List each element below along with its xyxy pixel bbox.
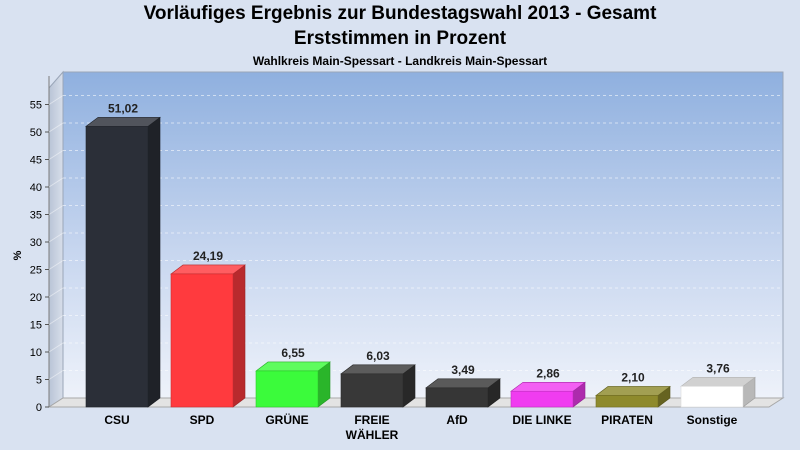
chart-title-line2: Erststimmen in Prozent	[293, 28, 507, 49]
x-tick-label: SPD	[190, 413, 215, 427]
x-tick-label: DIE LINKE	[512, 413, 571, 427]
bar-front-face	[680, 386, 744, 408]
bar-front-face	[595, 395, 659, 408]
data-label: 2,86	[536, 366, 560, 380]
bar	[510, 381, 586, 408]
y-tick-label: 30	[30, 237, 42, 249]
data-label: 6,55	[281, 346, 305, 360]
data-label: 51,02	[108, 101, 138, 115]
data-label: 3,76	[706, 361, 730, 375]
gridline-side	[48, 370, 64, 380]
chart-subtitle: Wahlkreis Main-Spessart - Landkreis Main…	[252, 54, 548, 68]
bar-top-face	[340, 364, 416, 375]
bar-top-face	[595, 386, 671, 396]
gridline-side	[48, 205, 64, 215]
bar-top-face	[170, 264, 246, 275]
bar-top-face	[510, 381, 586, 392]
bar	[340, 364, 416, 408]
chart-title: Vorläufiges Ergebnis zur Bundestagswahl …	[143, 3, 657, 24]
bar-front-face	[85, 126, 149, 408]
y-tick-label: 0	[36, 402, 42, 414]
bar-side-face	[147, 116, 161, 408]
gridline-side	[48, 150, 64, 160]
bar	[170, 264, 246, 408]
bar-front-face	[255, 370, 319, 408]
gridline-side	[48, 342, 64, 353]
bar-front-face	[170, 273, 234, 408]
data-label: 3,49	[451, 363, 475, 377]
bar-top-face	[425, 378, 501, 389]
x-tick-label: WÄHLER	[346, 427, 399, 442]
data-label: 2,10	[621, 370, 645, 384]
bar-front-face	[510, 390, 574, 408]
gridline-side	[48, 287, 64, 298]
y-tick-label: 10	[30, 347, 42, 359]
y-tick-label: 15	[30, 320, 42, 332]
bar-front-face	[425, 387, 489, 408]
data-label: 6,03	[366, 349, 390, 363]
gridline-side	[48, 232, 64, 243]
bar	[595, 385, 671, 408]
x-tick-label: GRÜNE	[265, 412, 308, 427]
y-tick-label: 50	[30, 127, 42, 139]
data-label: 24,19	[193, 249, 223, 263]
bar	[680, 376, 756, 408]
gridline-side	[48, 122, 64, 133]
bar-top-face	[255, 361, 331, 372]
gridline-side	[48, 95, 64, 105]
bar	[255, 361, 331, 408]
y-tick-label: 5	[36, 375, 42, 387]
gridline-side	[48, 315, 64, 325]
y-tick-label: 55	[30, 100, 42, 112]
x-tick-label: Sonstige	[687, 413, 738, 427]
bar-front-face	[340, 373, 404, 408]
x-tick-label: PIRATEN	[601, 413, 653, 427]
y-tick-label: 45	[30, 155, 42, 167]
y-tick-label: 20	[30, 292, 42, 304]
bar-top-face	[680, 377, 756, 387]
gridline-side	[48, 177, 64, 188]
bar	[85, 116, 161, 408]
gridline-side	[48, 260, 64, 270]
y-tick-label: 40	[30, 182, 42, 194]
bar-side-face	[232, 264, 246, 408]
y-tick-label: 25	[30, 265, 42, 277]
x-tick-label: CSU	[104, 413, 129, 427]
x-tick-label: FREIE	[354, 413, 389, 427]
plot-side-wall	[48, 70, 64, 408]
plot-floor	[47, 397, 785, 408]
y-axis-label: %	[12, 250, 24, 260]
bar-top-face	[85, 117, 161, 127]
x-tick-label: AfD	[446, 413, 468, 427]
y-tick-label: 35	[30, 210, 42, 222]
bar	[425, 378, 501, 408]
